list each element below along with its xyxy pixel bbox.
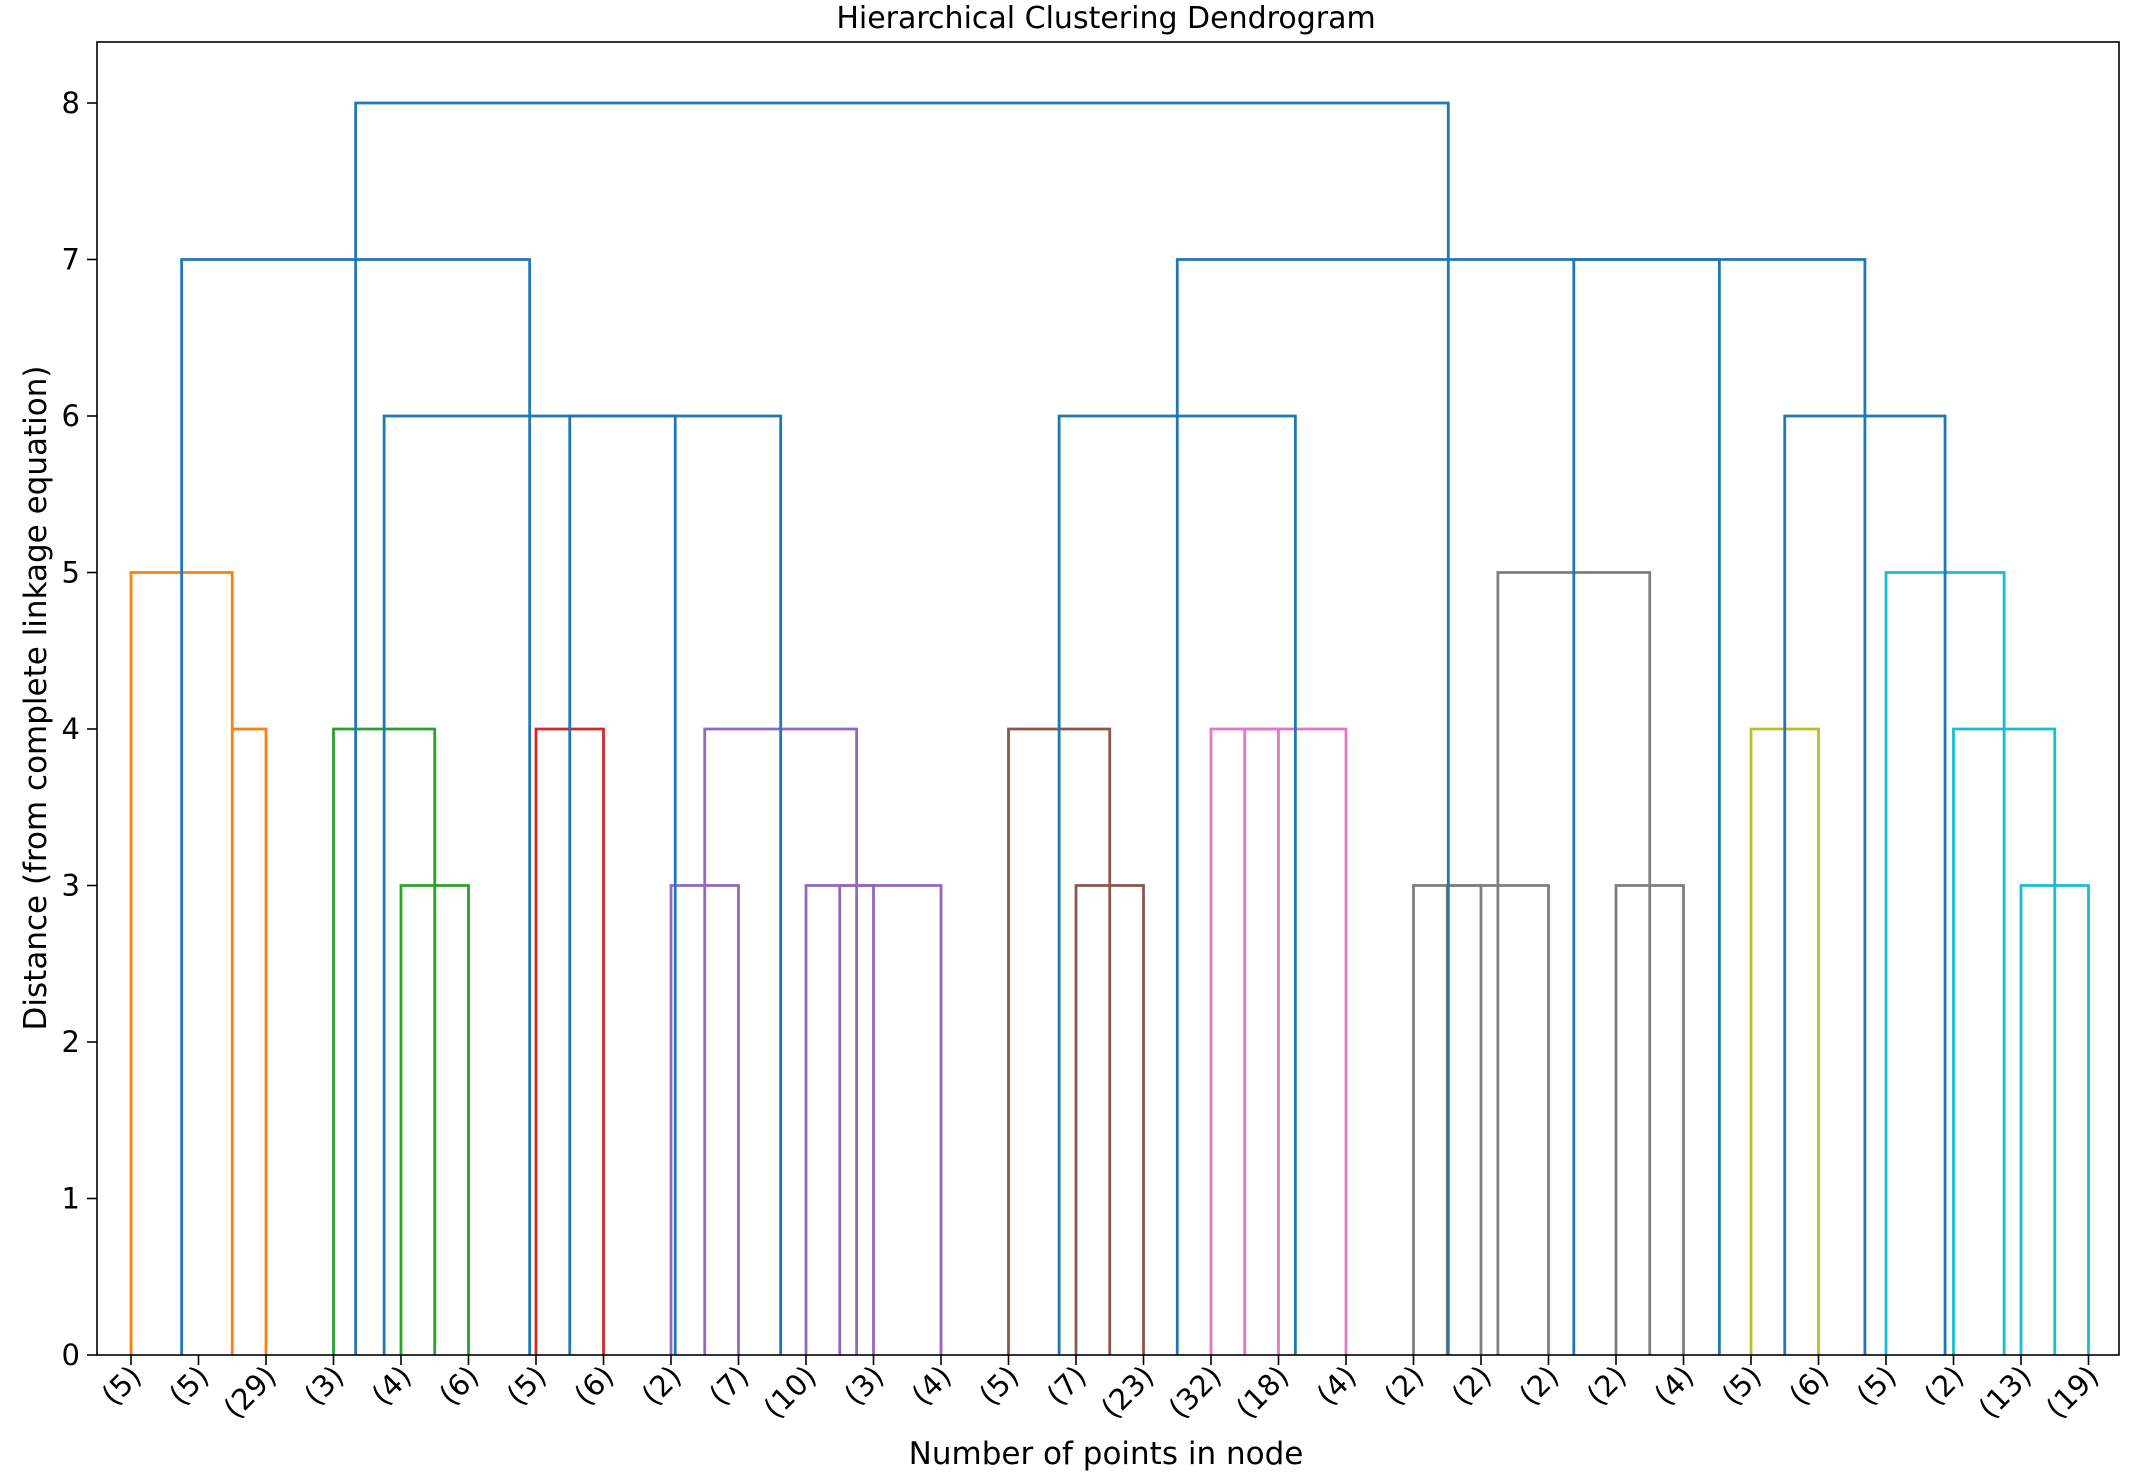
y-tick-label: 0 xyxy=(62,1338,80,1372)
leaf-label: (7) xyxy=(1040,1359,1093,1412)
y-tick-label: 8 xyxy=(62,86,80,120)
leaf-label: (5) xyxy=(162,1359,215,1412)
leaf-label: (2) xyxy=(1445,1359,1498,1412)
leaf-label: (2) xyxy=(1512,1359,1565,1412)
leaf-label: (2) xyxy=(1917,1359,1970,1412)
chart-title: Hierarchical Clustering Dendrogram xyxy=(836,1,1375,36)
y-tick-label: 5 xyxy=(62,556,80,590)
y-tick-label: 4 xyxy=(62,712,80,746)
leaf-label: (5) xyxy=(500,1359,553,1412)
leaf-label: (5) xyxy=(95,1359,148,1412)
leaf-label: (18) xyxy=(1229,1359,1295,1425)
y-axis: 0 1 2 3 4 5 6 7 8 xyxy=(62,86,97,1372)
leaf-label: (6) xyxy=(567,1359,620,1412)
leaf-label: (4) xyxy=(1310,1359,1363,1412)
plot-frame xyxy=(96,41,2120,1356)
y-tick-label: 7 xyxy=(62,243,80,277)
leaf-label: (2) xyxy=(635,1359,688,1412)
leaf-label: (6) xyxy=(1782,1359,1835,1412)
merge-link-29 xyxy=(354,101,1450,1355)
leaf-label: (13) xyxy=(1972,1359,2038,1425)
y-tick-label: 1 xyxy=(62,1182,80,1216)
leaf-label: (2) xyxy=(1580,1359,1633,1412)
leaf-label: (4) xyxy=(365,1359,418,1412)
leaf-label: (3) xyxy=(297,1359,350,1412)
leaf-label: (3) xyxy=(837,1359,890,1412)
leaf-label: (23) xyxy=(1094,1359,1160,1425)
leaf-label: (19) xyxy=(2039,1359,2105,1425)
leaf-label: (4) xyxy=(1647,1359,1700,1412)
leaf-label: (4) xyxy=(905,1359,958,1412)
y-tick-label: 3 xyxy=(62,869,80,903)
leaf-label: (2) xyxy=(1377,1359,1430,1412)
merge-link-1 xyxy=(230,727,268,1355)
y-tick-label: 6 xyxy=(62,399,80,433)
dendrogram-links xyxy=(129,101,2090,1355)
y-tick-label: 2 xyxy=(62,1025,80,1059)
merge-link-8 xyxy=(838,884,943,1355)
leaf-label: (7) xyxy=(702,1359,755,1412)
x-axis: (5) (5) (29) (3) (4) (6) (5) (6) (2) (7) (10) (3) (4… xyxy=(95,1355,2105,1425)
leaf-label: (5) xyxy=(1715,1359,1768,1412)
x-axis-label: Number of points in node xyxy=(909,1436,1304,1472)
y-axis-label: Distance (from complete linkage equation… xyxy=(18,366,54,1031)
leaf-label: (6) xyxy=(432,1359,485,1412)
leaf-label: (5) xyxy=(972,1359,1025,1412)
leaf-label: (32) xyxy=(1162,1359,1228,1425)
leaf-label: (10) xyxy=(757,1359,823,1425)
leaf-label: (5) xyxy=(1850,1359,1903,1412)
leaf-label: (29) xyxy=(217,1359,283,1425)
